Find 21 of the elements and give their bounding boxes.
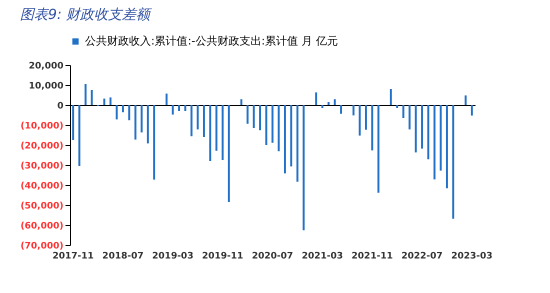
x-tick-label: 2021-11 xyxy=(352,252,393,262)
x-tick-label: 2021-03 xyxy=(302,252,343,262)
x-tick-label: 2017-11 xyxy=(52,252,94,262)
x-tick-label: 2020-07 xyxy=(252,252,294,262)
y-tick-label: (60,000) xyxy=(20,222,64,232)
y-tick-label: 20,000 xyxy=(28,62,64,72)
x-tick-label: 2018-07 xyxy=(102,252,144,262)
chart-title: 图表9: 财政收支差额 xyxy=(20,7,152,23)
y-tick-label: (50,000) xyxy=(20,202,64,212)
x-tick-label: 2023-03 xyxy=(451,252,493,262)
y-tick-label: 0 xyxy=(57,102,64,112)
y-tick-label: (40,000) xyxy=(20,182,64,192)
y-tick-label: (70,000) xyxy=(20,242,64,252)
y-tick-label: (30,000) xyxy=(20,162,64,172)
legend-label: 公共财政收入:累计值:-公共财政支出:累计值 月 亿元 xyxy=(85,34,338,48)
x-tick-label: 2019-03 xyxy=(152,252,194,262)
x-tick-label: 2022-07 xyxy=(401,252,443,262)
y-tick-label: (10,000) xyxy=(20,122,64,132)
y-tick-label: 10,000 xyxy=(28,82,64,92)
x-tick-label: 2019-11 xyxy=(202,252,244,262)
y-tick-label: (20,000) xyxy=(20,142,64,152)
